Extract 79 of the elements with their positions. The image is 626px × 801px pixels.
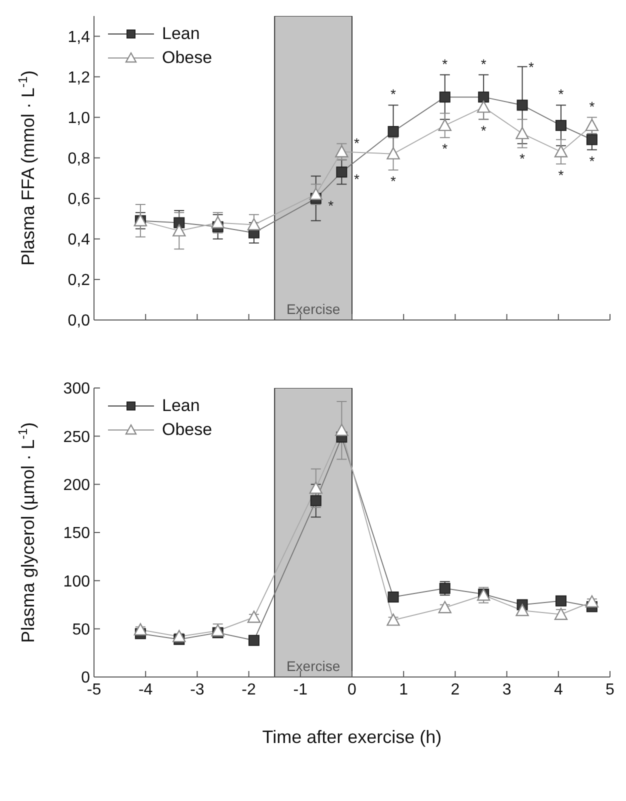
- legend-label: Obese: [162, 420, 212, 440]
- annotation: *: [589, 152, 596, 169]
- point: [516, 604, 529, 616]
- point: [516, 100, 528, 111]
- annotation: *: [528, 58, 535, 75]
- annotation: *: [442, 140, 448, 157]
- y-tick-label: 0,8: [68, 150, 90, 168]
- y-tick-label: 300: [63, 380, 90, 398]
- annotation: *: [558, 86, 564, 102]
- x-tick-label: 2: [450, 681, 460, 698]
- point: [248, 634, 260, 646]
- y-tick-label: 1,2: [68, 69, 90, 86]
- point: [554, 145, 568, 158]
- point: [211, 216, 224, 228]
- point: [585, 118, 599, 132]
- x-tick-label: 1: [399, 681, 408, 698]
- annotation: *: [328, 197, 334, 214]
- point: [439, 92, 450, 103]
- annotation: *: [589, 98, 596, 114]
- y-tick-label: 0,2: [68, 272, 90, 290]
- band-label: Exercise: [286, 658, 340, 674]
- point: [335, 145, 348, 158]
- y-tick-label: 250: [63, 428, 90, 446]
- point: [585, 595, 599, 608]
- legend-label: Lean: [162, 396, 200, 416]
- annotation: *: [390, 86, 397, 102]
- point: [438, 118, 452, 132]
- point: [476, 100, 490, 113]
- x-tick-label: 3: [502, 681, 512, 698]
- legend-label: Obese: [162, 48, 212, 68]
- annotation: *: [558, 166, 564, 183]
- x-tick-label: 5: [606, 681, 615, 698]
- annotation: *: [390, 173, 397, 190]
- y-tick-label: 1,0: [68, 110, 90, 128]
- x-tick-label: -2: [242, 681, 256, 698]
- y-tick-label: 0,6: [68, 191, 90, 208]
- annotation: *: [354, 171, 360, 188]
- band-label: Exercise: [286, 301, 340, 317]
- point: [554, 608, 568, 620]
- point: [586, 134, 598, 146]
- point: [336, 166, 348, 178]
- point: [388, 592, 399, 603]
- point: [555, 595, 566, 606]
- point: [386, 147, 400, 160]
- y-tick-label: 50: [72, 622, 90, 639]
- x-tick-label: 4: [554, 681, 563, 698]
- annotation: *: [354, 134, 360, 151]
- x-axis-title: Time after exercise (h): [262, 727, 442, 747]
- point: [172, 630, 186, 642]
- x-tick-label: -4: [138, 681, 153, 698]
- point: [335, 424, 348, 436]
- y-tick-label: 100: [63, 573, 90, 590]
- y-tick-label: 1,4: [68, 28, 90, 46]
- annotation: *: [442, 56, 448, 72]
- point: [516, 126, 529, 140]
- point: [247, 610, 261, 623]
- point: [388, 126, 399, 138]
- point: [174, 217, 185, 228]
- x-tick-label: -1: [293, 681, 308, 698]
- point: [438, 601, 452, 614]
- point: [309, 482, 322, 494]
- point: [134, 623, 148, 636]
- point: [478, 92, 490, 103]
- point: [309, 188, 322, 200]
- annotation: *: [480, 56, 487, 72]
- annotation: *: [480, 122, 487, 138]
- y-tick-label: 0,0: [68, 312, 90, 330]
- point: [386, 614, 400, 626]
- y-tick-label: 0,4: [68, 232, 90, 249]
- annotation: *: [520, 150, 526, 167]
- legend-label: Lean: [162, 24, 200, 44]
- y-tick-label: 200: [63, 477, 90, 494]
- x-tick-label: -3: [190, 681, 204, 698]
- y-tick-label: 150: [63, 525, 90, 542]
- point: [172, 224, 186, 236]
- point: [555, 120, 566, 131]
- point: [310, 495, 322, 506]
- point: [247, 218, 261, 230]
- x-tick-label: 0: [348, 681, 357, 698]
